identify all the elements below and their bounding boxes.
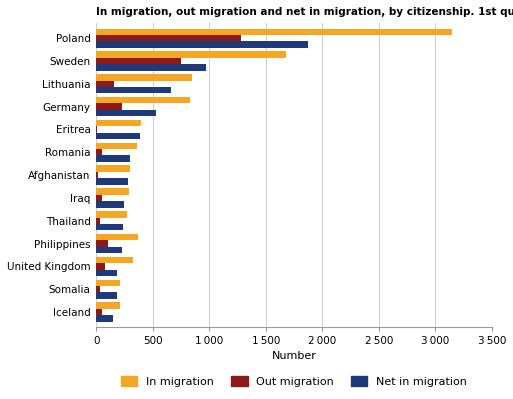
Bar xyxy=(96,149,102,156)
Bar xyxy=(96,178,128,185)
Bar xyxy=(96,217,100,224)
Bar xyxy=(96,28,452,35)
Bar xyxy=(96,41,308,48)
Bar xyxy=(96,74,192,81)
Bar xyxy=(96,35,241,41)
Bar xyxy=(96,286,100,292)
Bar xyxy=(96,270,117,276)
Bar xyxy=(96,234,138,240)
Bar xyxy=(96,132,140,139)
Bar xyxy=(96,263,105,270)
Bar xyxy=(96,156,130,162)
Bar xyxy=(96,97,190,103)
Bar xyxy=(96,166,130,172)
Bar xyxy=(96,292,117,299)
Bar xyxy=(96,195,102,201)
X-axis label: Number: Number xyxy=(271,352,317,361)
Bar xyxy=(96,302,121,309)
Bar xyxy=(96,81,114,87)
Bar xyxy=(96,126,97,132)
Bar xyxy=(96,172,98,178)
Bar xyxy=(96,240,108,247)
Bar xyxy=(96,309,103,315)
Bar xyxy=(96,224,123,230)
Bar xyxy=(96,280,120,286)
Bar xyxy=(96,110,156,116)
Bar xyxy=(96,257,133,263)
Bar xyxy=(96,211,127,217)
Bar xyxy=(96,315,113,322)
Bar xyxy=(96,120,142,126)
Text: In migration, out migration and net in migration, by citizenship. 1st quarter 20: In migration, out migration and net in m… xyxy=(96,7,513,17)
Bar xyxy=(96,247,122,253)
Bar xyxy=(96,103,122,110)
Bar xyxy=(96,58,181,64)
Bar xyxy=(96,143,137,149)
Bar xyxy=(96,201,124,207)
Bar xyxy=(96,51,286,58)
Legend: In migration, Out migration, Net in migration: In migration, Out migration, Net in migr… xyxy=(116,372,471,391)
Bar xyxy=(96,64,206,71)
Bar xyxy=(96,87,171,93)
Bar xyxy=(96,188,129,195)
